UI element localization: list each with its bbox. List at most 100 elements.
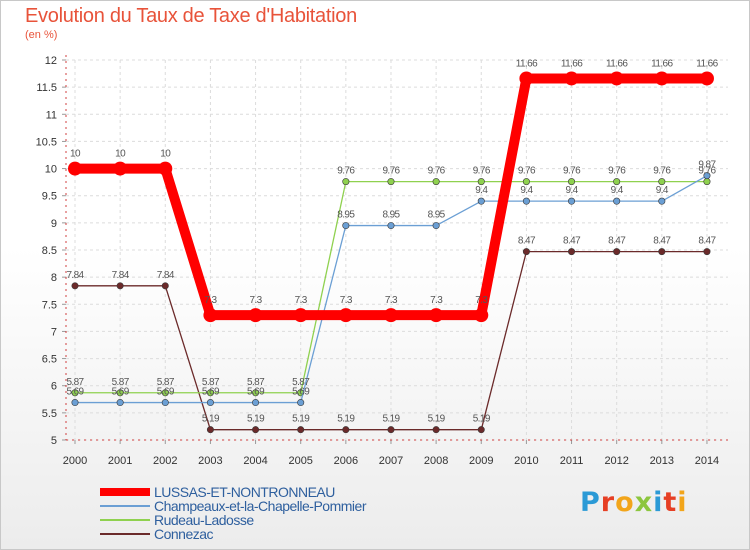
data-point-0 <box>654 71 669 86</box>
data-label-0: 7.3 <box>250 295 263 306</box>
data-point-1 <box>703 172 711 180</box>
data-label-3: 5.19 <box>473 414 491 425</box>
logo-letter: o <box>615 487 635 518</box>
legend-label-1: Champeaux-et-la-Chapelle-Pommier <box>154 498 366 514</box>
data-point-3 <box>161 282 169 290</box>
x-tick-label: 2013 <box>650 455 674 467</box>
chart-subtitle: (en %) <box>25 29 58 41</box>
data-label-3: 8.47 <box>608 236 626 247</box>
data-label-3: 5.19 <box>337 414 355 425</box>
y-tick-label: 5.5 <box>42 408 57 420</box>
data-label-0: 7.3 <box>340 295 353 306</box>
data-point-2 <box>116 389 124 397</box>
data-point-3 <box>206 426 214 434</box>
logo-letter: t <box>663 487 678 518</box>
data-label-3: 8.47 <box>518 236 536 247</box>
data-label-3: 5.19 <box>428 414 446 425</box>
data-label-2: 9.76 <box>473 166 491 177</box>
x-tick-label: 2010 <box>514 455 538 467</box>
data-point-2 <box>206 389 214 397</box>
data-label-1: 9.4 <box>475 185 488 196</box>
y-tick-label: 12 <box>45 55 57 67</box>
axes: 5 5.5 6 6.5 7 7.5 8 8.5 9 9.5 10 10.5 11 11.5 12 2000 20… <box>36 55 728 467</box>
data-point-3 <box>116 282 124 290</box>
data-point-3 <box>477 426 485 434</box>
legend-label-3: Connezac <box>154 526 214 542</box>
data-label-1: 9.87 <box>698 160 716 171</box>
y-tick-label: 10.5 <box>36 136 57 148</box>
y-tick-label: 5 <box>51 435 57 447</box>
data-point-3 <box>71 282 79 290</box>
data-label-2: 9.76 <box>653 166 671 177</box>
data-point-1 <box>297 399 305 407</box>
data-label-0: 7.3 <box>385 295 398 306</box>
data-point-2 <box>613 178 621 186</box>
logo-letter: P <box>580 487 601 518</box>
data-point-1 <box>206 399 214 407</box>
x-tick-label: 2000 <box>63 455 87 467</box>
data-point-3 <box>252 426 260 434</box>
y-tick-label: 8 <box>51 272 57 284</box>
data-point-1 <box>568 197 576 205</box>
logo-letter: r <box>600 487 616 518</box>
data-point-0 <box>203 308 218 323</box>
data-point-0 <box>429 308 444 323</box>
data-label-1: 9.4 <box>656 185 669 196</box>
data-label-1: 5.69 <box>157 387 175 398</box>
x-tick-label: 2007 <box>379 455 403 467</box>
data-label-1: 5.69 <box>202 387 220 398</box>
data-point-0 <box>158 161 173 176</box>
data-point-0 <box>248 308 263 323</box>
data-label-2: 5.87 <box>292 377 310 388</box>
data-point-0 <box>699 71 714 86</box>
y-tick-label: 8.5 <box>42 245 57 257</box>
data-point-3 <box>522 248 530 256</box>
data-point-0 <box>68 161 82 176</box>
logo-letter: i <box>653 487 664 518</box>
data-label-1: 8.95 <box>428 210 446 221</box>
x-tick-label: 2006 <box>334 455 358 467</box>
data-point-1 <box>522 197 530 205</box>
data-label-3: 5.19 <box>247 414 265 425</box>
data-label-2: 9.76 <box>563 166 581 177</box>
data-point-3 <box>568 248 576 256</box>
data-label-2: 9.76 <box>608 166 626 177</box>
data-point-1 <box>161 399 169 407</box>
data-label-3: 7.84 <box>66 270 84 281</box>
data-label-2: 9.76 <box>428 166 446 177</box>
x-tick-label: 2004 <box>243 455 267 467</box>
y-tick-label: 7 <box>51 326 57 338</box>
data-point-1 <box>387 222 395 230</box>
series-layer <box>68 71 714 434</box>
data-point-0 <box>338 308 353 323</box>
legend-label-2: Rudeau-Ladosse <box>154 512 254 528</box>
data-label-1: 5.69 <box>112 387 130 398</box>
data-point-1 <box>252 399 260 407</box>
data-point-1 <box>432 222 440 230</box>
data-point-2 <box>252 389 260 397</box>
data-label-1: 5.69 <box>66 387 84 398</box>
data-point-1 <box>658 197 666 205</box>
data-label-1: 9.4 <box>565 185 578 196</box>
data-point-3 <box>658 248 666 256</box>
x-tick-label: 2002 <box>153 455 177 467</box>
data-point-2 <box>568 178 576 186</box>
data-label-1: 5.69 <box>292 387 310 398</box>
data-point-3 <box>297 426 305 434</box>
data-label-3: 5.19 <box>202 414 220 425</box>
data-point-0 <box>564 71 579 86</box>
legend-swatch-2 <box>100 519 150 521</box>
data-label-2: 5.87 <box>202 377 220 388</box>
y-tick-label: 7.5 <box>42 299 57 311</box>
data-point-1 <box>342 222 350 230</box>
data-label-2: 9.76 <box>337 166 355 177</box>
data-point-3 <box>387 426 395 434</box>
proxiti-logo: Proxiti <box>580 487 688 518</box>
legend-swatch-3 <box>100 533 150 535</box>
x-tick-label: 2001 <box>108 455 132 467</box>
data-label-0: 7.3 <box>295 295 308 306</box>
logo-letter: x <box>634 487 654 518</box>
data-label-2: 5.87 <box>112 377 130 388</box>
